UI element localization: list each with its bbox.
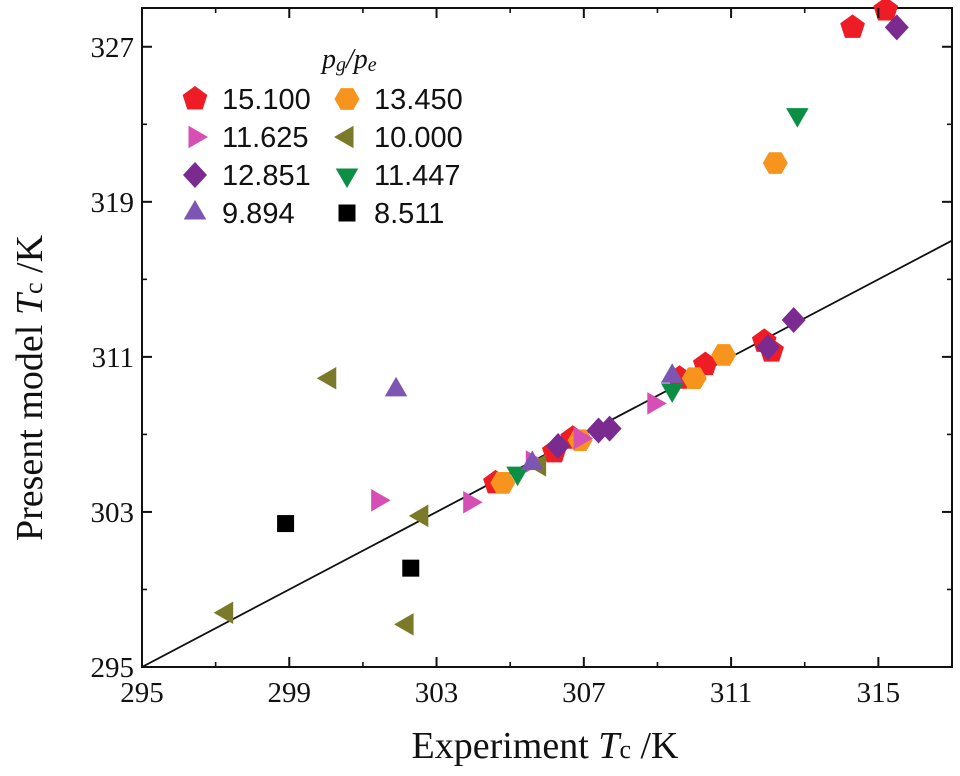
legend-marker xyxy=(334,88,360,110)
series-8.511 xyxy=(277,515,420,577)
series-11.447 xyxy=(506,108,809,487)
legend-item: 15.100 xyxy=(182,84,311,116)
data-point xyxy=(597,415,622,442)
legend-item: 10.000 xyxy=(334,122,463,154)
x-axis-title: Experiment Tc /K xyxy=(412,725,680,767)
legend-item: 11.447 xyxy=(335,160,461,192)
data-point xyxy=(277,515,295,533)
data-point xyxy=(213,601,234,624)
data-point xyxy=(394,613,414,636)
data-point xyxy=(408,504,429,528)
legend-label: 15.100 xyxy=(222,84,311,116)
axis-ticks-group: 295 299 303 307 311 315 295 303 311 319 327 xyxy=(91,8,952,709)
y-tick-label: 327 xyxy=(91,32,135,64)
y-axis-title: Present model Tc /K xyxy=(9,234,51,541)
series-15.100 xyxy=(483,0,899,494)
data-point xyxy=(660,363,684,383)
data-point xyxy=(873,0,899,21)
data-point xyxy=(786,108,809,128)
x-tick-label: 299 xyxy=(268,677,312,709)
legend-label: 8.511 xyxy=(374,198,444,230)
legend-item: 13.450 xyxy=(334,84,463,116)
legend-label: 10.000 xyxy=(374,122,463,154)
legend-marker xyxy=(182,86,208,110)
x-tick-label: 295 xyxy=(120,677,164,709)
data-point xyxy=(711,344,737,366)
data-point xyxy=(546,433,571,460)
series-11.625 xyxy=(371,392,667,514)
series-12.851 xyxy=(546,14,909,460)
x-tick-label: 303 xyxy=(415,677,459,709)
legend-label: 9.894 xyxy=(222,198,295,230)
data-point xyxy=(490,472,516,494)
data-point xyxy=(384,376,408,397)
legend-marker xyxy=(334,125,354,149)
legend-item: 11.625 xyxy=(188,122,309,154)
legend-marker xyxy=(338,204,356,222)
legend-item: 12.851 xyxy=(183,160,311,192)
y-tick-label: 295 xyxy=(91,652,135,684)
legend-marker xyxy=(335,168,359,188)
data-point xyxy=(402,559,420,577)
y-tick-label: 311 xyxy=(92,342,134,374)
data-point xyxy=(660,383,684,403)
legend-label: 11.625 xyxy=(222,122,309,154)
y-tick-label: 319 xyxy=(91,187,135,219)
data-point xyxy=(755,334,780,361)
legend-label: 12.851 xyxy=(222,160,311,192)
legend-item: 9.894 xyxy=(183,198,295,230)
x-tick-label: 315 xyxy=(857,677,901,709)
data-point xyxy=(884,14,909,41)
data-point xyxy=(316,366,337,390)
legend-marker xyxy=(183,162,207,188)
data-point xyxy=(371,489,391,512)
data-point xyxy=(647,392,667,415)
data-point xyxy=(521,450,544,470)
legend-marker xyxy=(183,200,207,220)
legend-label: 11.447 xyxy=(374,160,461,192)
series-9.894 xyxy=(384,363,684,470)
data-point xyxy=(840,14,865,38)
data-points-group xyxy=(213,0,909,636)
data-point xyxy=(762,152,788,174)
y-tick-label: 303 xyxy=(91,497,135,529)
legend-label: 13.450 xyxy=(374,84,463,116)
legend-marker xyxy=(188,125,208,149)
legend-item: 8.511 xyxy=(338,198,444,230)
data-point xyxy=(573,427,594,450)
plot-frame xyxy=(141,7,953,668)
data-point xyxy=(781,307,806,334)
data-point xyxy=(463,490,483,514)
data-point xyxy=(681,367,707,390)
plot-area xyxy=(141,7,953,668)
x-tick-label: 307 xyxy=(562,677,606,709)
x-tick-label: 311 xyxy=(710,677,752,709)
legend-title: pg/pe xyxy=(320,44,377,76)
data-point xyxy=(506,466,529,487)
series-13.450 xyxy=(490,152,788,494)
legend: 15.100 13.450 11.625 10.000 12.851 11.447 9.89… xyxy=(182,84,463,230)
